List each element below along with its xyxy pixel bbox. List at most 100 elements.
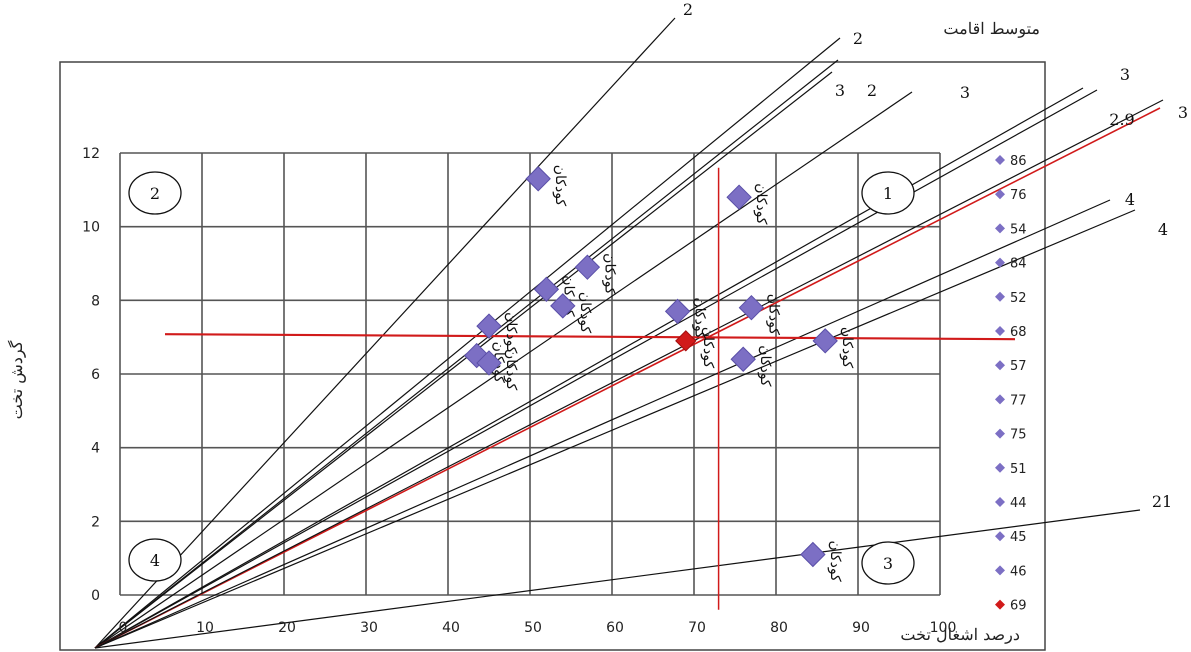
data-point-label: ﻛﻮدﻛﺎن	[503, 312, 519, 354]
y-tick-label: 8	[91, 293, 100, 309]
legend-label: 84	[1010, 257, 1027, 272]
data-point	[476, 313, 502, 339]
quadrant-circle	[861, 171, 915, 215]
legend-label: 77	[1010, 393, 1027, 408]
data-point	[664, 298, 691, 325]
legend-marker	[995, 599, 1005, 610]
ray-line	[94, 91, 913, 649]
quadrant-label: 4	[150, 551, 160, 570]
data-point	[730, 346, 756, 372]
x-axis-label: درصد اشغال تخت	[900, 625, 1020, 644]
x-tick-label: 40	[442, 620, 460, 636]
ray-label: 4	[1158, 220, 1168, 239]
quadrant-label: 1	[883, 184, 893, 203]
legend-label: 69	[1010, 599, 1027, 614]
ray-line	[94, 87, 1084, 649]
data-point	[675, 330, 697, 352]
legend-label: 57	[1010, 359, 1027, 374]
legend-marker	[995, 394, 1005, 405]
legend-label: 76	[1010, 188, 1027, 203]
legend-marker	[995, 257, 1005, 268]
legend-label: 68	[1010, 325, 1027, 340]
ray-line	[94, 199, 1111, 649]
data-point-label: ﻛﻮدﻛﺎن	[765, 294, 781, 336]
quadrant-label: 3	[883, 554, 893, 573]
data-point	[800, 541, 826, 568]
data-point-label: ﻛﻮدﻛﺎن	[757, 345, 773, 387]
x-tick-label: 30	[360, 620, 378, 636]
quadrant-markers: 1 2 3 4	[128, 171, 915, 585]
legend-label: 44	[1010, 496, 1027, 511]
data-point-label: ﻛﻮدﻛﺎن	[577, 292, 593, 334]
y-axis-label: گردش تخت	[7, 340, 26, 419]
ray-label: 2	[683, 0, 693, 19]
legend-label: 86	[1010, 154, 1027, 169]
y-tick-label: 0	[91, 588, 100, 604]
grid	[119, 152, 941, 596]
y-tick-label: 2	[91, 514, 100, 530]
x-tick-label: 100	[930, 620, 957, 636]
legend-marker	[995, 565, 1005, 576]
chart-title: متوسط اقامت	[943, 19, 1040, 38]
y-tick-label: 10	[82, 220, 100, 236]
x-axis-ticks: 0 10 20 30 40 50 60 70 80 90 100	[119, 620, 957, 636]
quadrant-circle	[128, 171, 182, 215]
y-axis-ticks: 0 2 4 6 8 10 12	[82, 146, 100, 604]
ray-line	[94, 89, 1098, 649]
data-point-label: ﻛﻮدﻛﺎن	[692, 297, 708, 339]
data-point	[525, 166, 551, 192]
data-point-label: ﻛﻮدﻛﺎن	[700, 327, 716, 369]
x-tick-label: 10	[196, 620, 214, 636]
ray-line	[94, 509, 1141, 649]
x-tick-label: 0	[119, 620, 128, 636]
data-point-label: ﻛﻮدﻛﺎن	[827, 540, 843, 582]
x-tick-label: 80	[770, 620, 788, 636]
reference-lines	[164, 167, 1016, 610]
legend-label: 51	[1010, 462, 1027, 477]
legend: 86 76 54 84 52 68 57 77 75 51 44 45 46 69	[995, 154, 1027, 614]
ray-line	[94, 107, 1161, 649]
y-tick-label: 4	[91, 441, 100, 457]
data-point-label: ﻛﻮدﻛﺎن	[503, 349, 519, 391]
legend-marker	[995, 428, 1005, 439]
ray-line	[94, 37, 841, 649]
legend-marker	[995, 223, 1005, 234]
x-tick-label: 90	[852, 620, 870, 636]
legend-label: 75	[1010, 428, 1027, 443]
data-point-label: ﻛﻮدﻛﺎن	[552, 165, 568, 207]
data-point	[574, 254, 601, 280]
x-tick-label: 50	[524, 620, 542, 636]
ray-label: 2	[853, 29, 863, 48]
y-tick-label: 12	[82, 146, 100, 162]
quadrant-circle	[861, 541, 915, 585]
ray-label: 2	[867, 81, 877, 100]
legend-marker	[995, 497, 1005, 507]
ray-label: 3	[1120, 65, 1130, 84]
legend-label: 46	[1010, 564, 1027, 579]
data-point	[812, 328, 838, 354]
data-point	[533, 276, 560, 302]
legend-label: 45	[1010, 530, 1027, 545]
plot-frame	[59, 61, 1046, 651]
data-point-label: ﻛﻮدﻛﺎن	[601, 253, 617, 295]
data-point	[476, 350, 502, 376]
quadrant-label: 2	[150, 184, 160, 203]
legend-marker	[995, 531, 1005, 542]
x-tick-label: 70	[688, 620, 706, 636]
data-point	[550, 293, 576, 319]
ray-label: 21	[1152, 492, 1172, 511]
legend-marker	[995, 291, 1005, 302]
ray-label: 3	[835, 81, 845, 100]
legend-marker	[995, 326, 1005, 336]
data-point	[738, 294, 765, 321]
ray-line	[94, 17, 676, 649]
ray-label: 3	[1178, 103, 1188, 122]
ray-label: 4	[1125, 190, 1135, 209]
legend-marker	[995, 155, 1005, 165]
legend-label: 52	[1010, 291, 1027, 306]
ray-line	[94, 99, 1164, 649]
quadrant-circle	[128, 538, 182, 582]
data-point-label: ﻛﻮدﻛﺎن	[753, 183, 769, 225]
